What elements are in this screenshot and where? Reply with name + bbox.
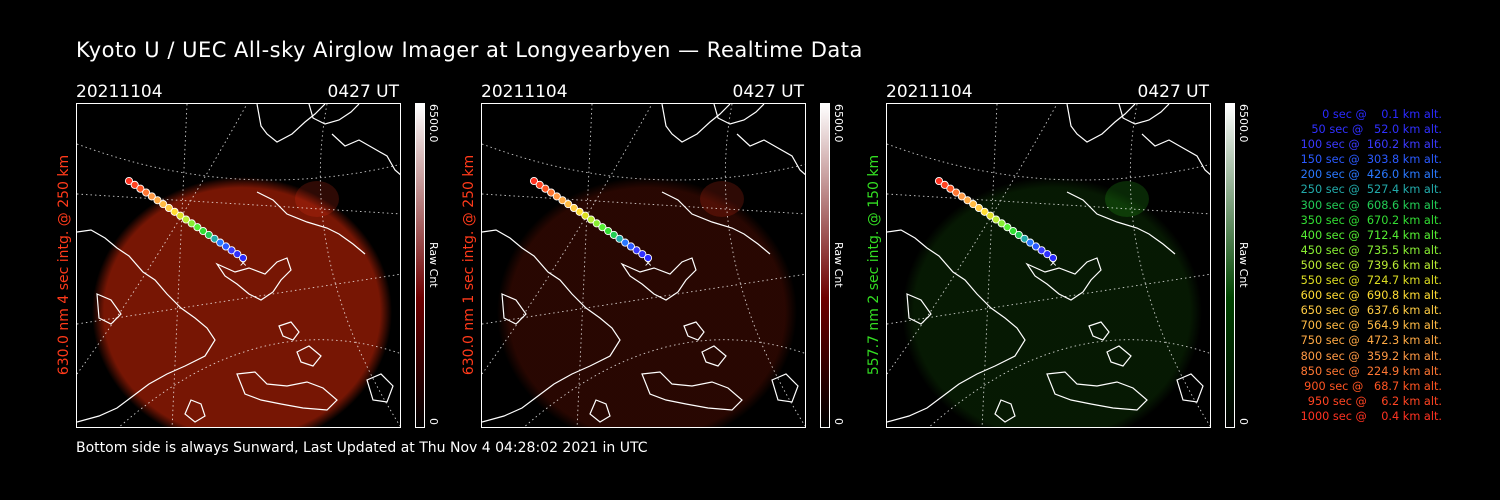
legend-entry: 950 sec @ 6.2 km alt. (1304, 394, 1442, 408)
svg-text:×: × (644, 258, 652, 269)
panel-1-map: × (77, 104, 400, 427)
panel-2-colorbar-max: 6500.0 (832, 104, 845, 143)
legend-entry: 450 sec @ 735.5 km alt. (1296, 243, 1442, 257)
legend-entry: 750 sec @ 472.3 km alt. (1296, 334, 1442, 348)
panel-2-colorbar (820, 103, 830, 428)
panel-2-side-label: 630.0 nm 1 sec intg. @ 250 km (461, 154, 477, 376)
legend-entry: 400 sec @ 712.4 km alt. (1296, 228, 1442, 242)
panel-3-side-label: 557.7 nm 2 sec intg. @ 150 km (866, 154, 882, 376)
legend-entry: 500 sec @ 739.6 km alt. (1296, 258, 1442, 272)
legend-entry: 900 sec @ 68.7 km alt. (1300, 379, 1442, 393)
legend-entry: 150 sec @ 303.8 km alt. (1296, 153, 1442, 167)
legend-entry: 0 sec @ 0.1 km alt. (1311, 108, 1442, 121)
panel-1-colorbar-title: Raw Cnt (427, 242, 440, 288)
page-title: Kyoto U / UEC All-sky Airglow Imager at … (76, 38, 863, 62)
panel-2-date: 20211104 (481, 82, 568, 102)
panel-1-time: 0427 UT (327, 82, 400, 102)
legend-entry: 200 sec @ 426.0 km alt. (1296, 168, 1442, 182)
panel-3-map: × (887, 104, 1210, 427)
panel-1-date: 20211104 (76, 82, 163, 102)
panel-2-colorbar-title: Raw Cnt (832, 242, 845, 288)
panel-1-colorbar-max: 6500.0 (427, 104, 440, 143)
panel-1-colorbar-min: 0 (427, 418, 440, 425)
legend-entry: 300 sec @ 608.6 km alt. (1296, 198, 1442, 212)
svg-text:×: × (239, 258, 247, 269)
panel-3-image: × (886, 103, 1211, 428)
trajectory-legend: 0 sec @ 0.1 km alt. 50 sec @ 52.0 km alt… (1262, 107, 1442, 424)
legend-entry: 600 sec @ 690.8 km alt. (1296, 289, 1442, 303)
legend-entry: 50 sec @ 52.0 km alt. (1304, 123, 1442, 137)
panel-2-colorbar-min: 0 (832, 418, 845, 425)
panel-1-image: × (76, 103, 401, 428)
panel-2-time: 0427 UT (732, 82, 805, 102)
panel-3-colorbar-title: Raw Cnt (1237, 242, 1250, 288)
footer-note: Bottom side is always Sunward, Last Upda… (76, 440, 648, 456)
legend-entry: 650 sec @ 637.6 km alt. (1296, 304, 1442, 318)
panel-3-colorbar-max: 6500.0 (1237, 104, 1250, 143)
legend-entry: 550 sec @ 724.7 km alt. (1296, 274, 1442, 288)
legend-entry: 250 sec @ 527.4 km alt. (1296, 183, 1442, 197)
panel-3-date: 20211104 (886, 82, 973, 102)
legend-entry: 700 sec @ 564.9 km alt. (1296, 319, 1442, 333)
panel-3-time: 0427 UT (1137, 82, 1210, 102)
panel-1-colorbar (415, 103, 425, 428)
panel-3-colorbar-min: 0 (1237, 418, 1250, 425)
legend-entry: 850 sec @ 224.9 km alt. (1296, 364, 1442, 378)
legend-entry: 1000 sec @ 0.4 km alt. (1300, 409, 1442, 423)
panel-2-map: × (482, 104, 805, 427)
svg-text:×: × (1049, 258, 1057, 269)
legend-entry: 350 sec @ 670.2 km alt. (1296, 213, 1442, 227)
panel-2-image: × (481, 103, 806, 428)
panel-1-side-label: 630.0 nm 4 sec intg. @ 250 km (56, 154, 72, 376)
legend-entry: 100 sec @ 160.2 km alt. (1296, 138, 1442, 152)
panel-3-colorbar (1225, 103, 1235, 428)
legend-entry: 800 sec @ 359.2 km alt. (1296, 349, 1442, 363)
